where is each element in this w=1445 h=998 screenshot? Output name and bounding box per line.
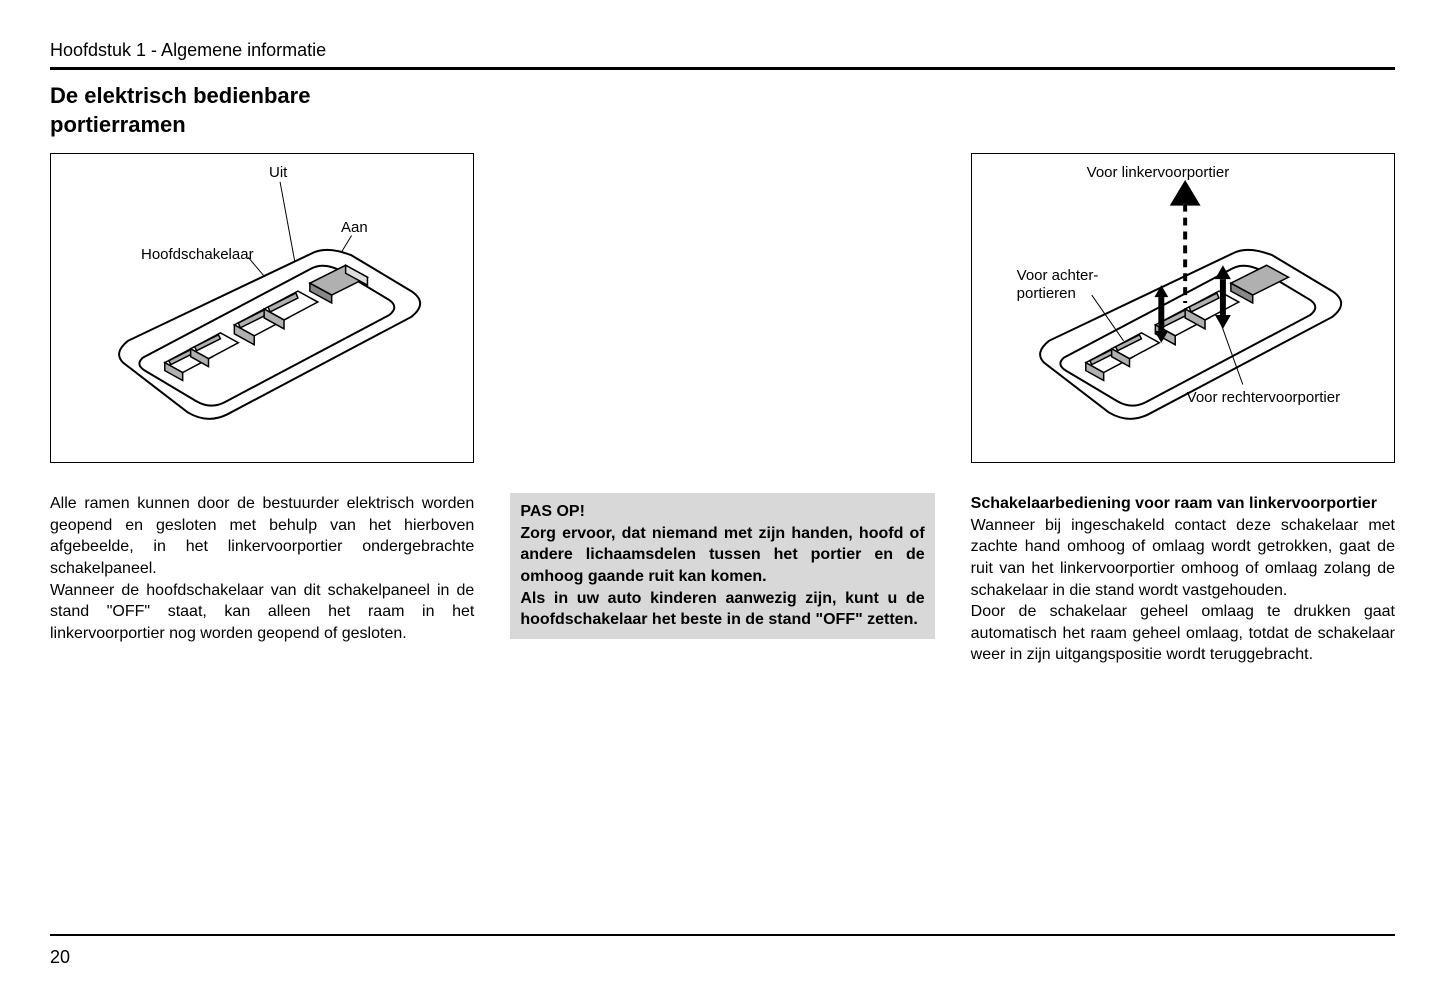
column-2: PAS OP! Zorg ervoor, dat niemand met zij… — [510, 153, 934, 666]
diagram-right: Voor linkervoorportier Voor achter- port… — [971, 153, 1395, 463]
label-aan: Aan — [341, 219, 368, 236]
page-number: 20 — [50, 947, 70, 968]
col3-para2: Door de schakelaar geheel omlaag te druk… — [971, 601, 1395, 666]
section-title-line2: portierramen — [50, 112, 186, 137]
section-title-line1: De elektrisch bedienbare — [50, 83, 310, 108]
col1-para2: Wanneer de hoofdschakelaar van dit schak… — [50, 580, 474, 645]
col1-text: Alle ramen kunnen door de bestuurder ele… — [50, 493, 474, 644]
label-achter-l1: Voor achter- — [1017, 267, 1099, 284]
warning-p2: Als in uw auto kinderen aanwezig zijn, k… — [520, 588, 924, 631]
label-rechter: Voor rechtervoorportier — [1187, 389, 1340, 406]
warning-title: PAS OP! — [520, 501, 924, 523]
col3-subhead: Schakelaarbediening voor raam van linker… — [971, 493, 1395, 515]
col3-para1: Wanneer bij ingeschakeld contact deze sc… — [971, 515, 1395, 601]
col3-text: Schakelaarbediening voor raam van linker… — [971, 493, 1395, 666]
warning-p1: Zorg ervoor, dat niemand met zijn handen… — [520, 523, 924, 588]
content-columns: Uit Aan Hoofdschakelaar — [50, 153, 1395, 666]
column-1: Uit Aan Hoofdschakelaar — [50, 153, 474, 666]
section-title: De elektrisch bedienbare portierramen — [50, 82, 1395, 139]
chapter-header: Hoofdstuk 1 - Algemene informatie — [50, 40, 1395, 70]
col2-spacer — [510, 153, 934, 493]
footer-rule — [50, 934, 1395, 936]
label-hoofdschakelaar: Hoofdschakelaar — [141, 246, 254, 263]
diagram-left: Uit Aan Hoofdschakelaar — [50, 153, 474, 463]
switch-panel-illustration-left — [51, 154, 473, 462]
column-3: Voor linkervoorportier Voor achter- port… — [971, 153, 1395, 666]
label-achter-l2: portieren — [1017, 285, 1076, 302]
warning-box: PAS OP! Zorg ervoor, dat niemand met zij… — [510, 493, 934, 639]
label-linker: Voor linkervoorportier — [1087, 164, 1230, 181]
col1-para1: Alle ramen kunnen door de bestuurder ele… — [50, 493, 474, 579]
label-uit: Uit — [269, 164, 287, 181]
switch-panel-illustration-right — [972, 154, 1394, 462]
